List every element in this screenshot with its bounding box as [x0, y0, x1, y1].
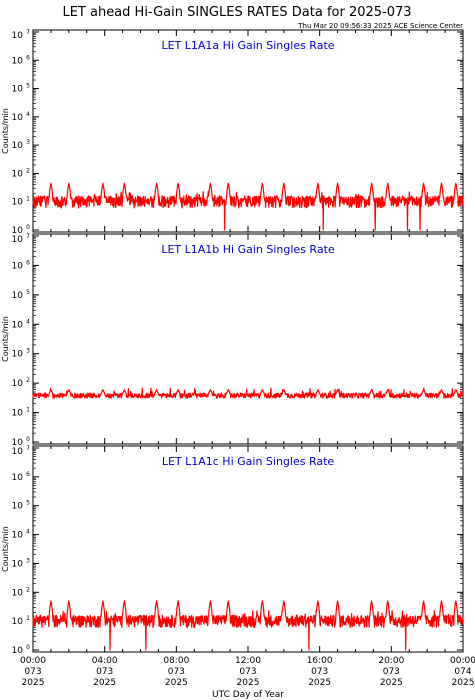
singles-rate-trace	[32, 600, 464, 651]
x-tick-label: 073	[168, 667, 185, 677]
y-tick-label: 10	[12, 438, 24, 448]
y-tick-exponent: 5	[26, 289, 30, 296]
y-tick-label: 10	[12, 113, 24, 123]
y-tick-label: 10	[12, 473, 24, 483]
x-tick-label: 20:00	[378, 656, 404, 666]
y-tick-label: 10	[12, 447, 24, 457]
x-tick-label: 2025	[380, 678, 403, 688]
x-tick-label: 2025	[165, 678, 188, 688]
x-tick-label: 073	[383, 667, 400, 677]
y-tick-exponent: 5	[26, 83, 30, 90]
singles-rate-trace	[32, 387, 464, 399]
panel-title: LET L1A1b Hi Gain Singles Rate	[161, 243, 335, 256]
y-tick-exponent: 4	[26, 529, 30, 536]
x-tick-label: 2025	[22, 678, 45, 688]
y-tick-exponent: 0	[26, 644, 30, 651]
y-tick-exponent: 6	[26, 471, 30, 478]
y-tick-label: 10	[12, 409, 24, 419]
y-tick-exponent: 4	[26, 318, 30, 325]
y-tick-exponent: 2	[26, 377, 30, 384]
y-tick-label: 10	[12, 141, 24, 151]
y-tick-exponent: 2	[26, 167, 30, 174]
y-tick-label: 10	[12, 169, 24, 179]
x-tick-label: 2025	[237, 678, 260, 688]
y-axis-label: Counts/min	[1, 108, 10, 154]
y-tick-exponent: 6	[26, 54, 30, 61]
y-tick-label: 10	[12, 85, 24, 95]
y-tick-exponent: 7	[26, 445, 30, 452]
x-tick-label: 073	[96, 667, 113, 677]
panel-title: LET L1A1a Hi Gain Singles Rate	[161, 39, 334, 52]
y-tick-label: 10	[12, 379, 24, 389]
plot-frame	[32, 233, 464, 445]
y-tick-label: 10	[12, 320, 24, 330]
y-tick-exponent: 0	[26, 436, 30, 443]
y-tick-label: 10	[12, 646, 24, 656]
x-tick-label: 12:00	[235, 656, 261, 666]
x-tick-label: 08:00	[163, 656, 189, 666]
chart-main-title: LET ahead Hi-Gain SINGLES RATES Data for…	[62, 5, 411, 20]
x-tick-label: 16:00	[307, 656, 333, 666]
y-tick-label: 10	[12, 617, 24, 627]
y-tick-exponent: 1	[26, 196, 30, 203]
time-axis: 00:00073202504:00073202508:00073202512:0…	[20, 656, 475, 688]
y-tick-exponent: 7	[26, 233, 30, 240]
y-tick-label: 10	[12, 502, 24, 512]
x-tick-label: 00:00	[450, 656, 475, 666]
y-tick-label: 10	[12, 31, 24, 41]
y-tick-exponent: 4	[26, 111, 30, 118]
y-tick-label: 10	[12, 261, 24, 271]
y-tick-label: 10	[12, 559, 24, 569]
y-tick-exponent: 6	[26, 259, 30, 266]
y-tick-label: 10	[12, 226, 24, 236]
y-tick-exponent: 5	[26, 500, 30, 507]
x-tick-label: 073	[239, 667, 256, 677]
y-tick-exponent: 1	[26, 407, 30, 414]
x-tick-label: 074	[454, 667, 471, 677]
y-axis-label: Counts/min	[1, 316, 10, 362]
y-axis-label: Counts/min	[1, 526, 10, 572]
x-tick-label: 2025	[452, 678, 475, 688]
y-tick-label: 10	[12, 235, 24, 245]
x-tick-label: 00:00	[20, 656, 46, 666]
y-tick-exponent: 2	[26, 586, 30, 593]
panel-title: LET L1A1c Hi Gain Singles Rate	[162, 455, 335, 468]
x-tick-label: 073	[24, 667, 41, 677]
y-tick-exponent: 1	[26, 615, 30, 622]
x-tick-label: 2025	[308, 678, 331, 688]
y-tick-label: 10	[12, 531, 24, 541]
y-tick-exponent: 7	[26, 29, 30, 36]
y-tick-label: 10	[12, 350, 24, 360]
x-tick-label: 2025	[93, 678, 116, 688]
y-tick-exponent: 0	[26, 224, 30, 231]
y-tick-label: 10	[12, 198, 24, 208]
y-tick-exponent: 3	[26, 557, 30, 564]
y-tick-label: 10	[12, 588, 24, 598]
generation-timestamp: Thu Mar 20 09:56:33 2025 ACE Science Cen…	[297, 22, 463, 30]
y-tick-label: 10	[12, 56, 24, 66]
y-tick-exponent: 3	[26, 348, 30, 355]
singles-rate-trace	[32, 182, 464, 231]
x-tick-label: 04:00	[92, 656, 118, 666]
x-tick-label: 073	[311, 667, 328, 677]
y-tick-label: 10	[12, 291, 24, 301]
y-tick-exponent: 3	[26, 139, 30, 146]
x-axis-label: UTC Day of Year	[212, 690, 284, 700]
